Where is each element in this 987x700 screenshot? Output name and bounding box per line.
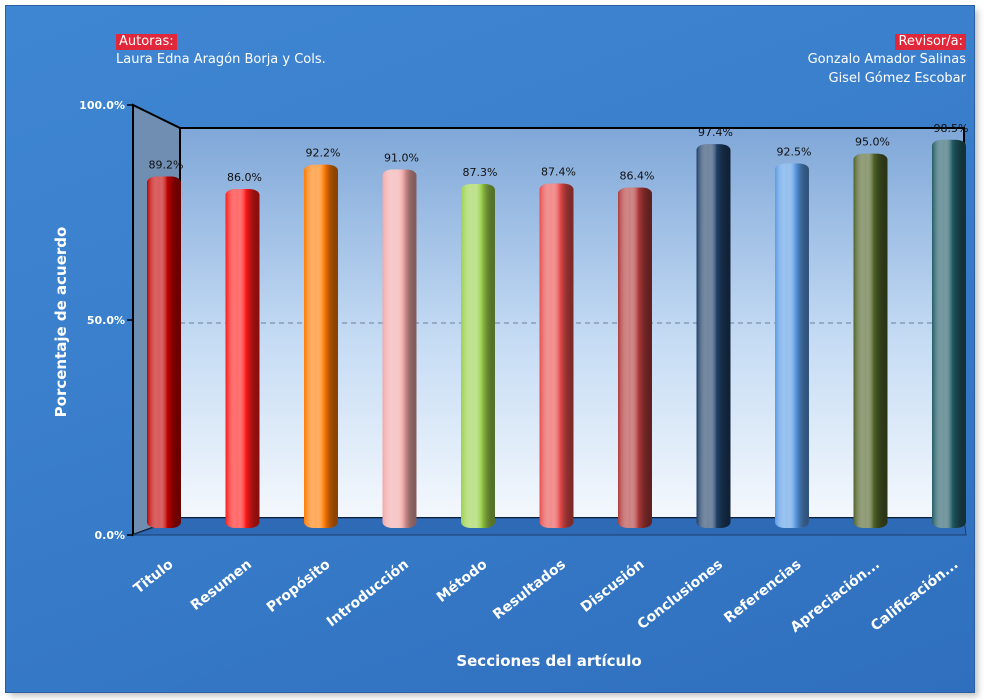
category-label: Propósito [264, 556, 334, 616]
y-tick-label: 100.0% [79, 99, 125, 112]
category-label: Titulo [131, 556, 177, 597]
bar-7 [696, 144, 731, 528]
bar-value-label: 98.5% [934, 122, 969, 135]
reviewer-tag: Revisor/a: [895, 34, 966, 50]
bar-value-label: 87.3% [463, 166, 498, 179]
bar-value-label: 87.4% [541, 166, 576, 179]
bar-shade [147, 176, 181, 528]
bar-5 [539, 183, 574, 529]
category-label: Resultados [490, 557, 569, 623]
bar-value-label: 91.0% [384, 151, 419, 164]
bar-10 [932, 139, 966, 528]
bar-value-label: 97.4% [698, 126, 733, 139]
bar-shade [304, 164, 338, 528]
bar-3 [382, 169, 417, 528]
bar-value-label: 86.0% [227, 171, 262, 184]
reviewer-name-1: Gonzalo Amador Salinas [807, 52, 966, 67]
bar-shade [382, 169, 417, 528]
bar-shade [775, 163, 809, 529]
bar-1 [225, 189, 260, 528]
bar-shade [853, 153, 888, 528]
category-label: Introducción [324, 557, 412, 631]
bar-chart: 0.0% 50.0% 100.0% 89.2% 86.0% 92.2% 91.0% 87.3… [52, 99, 969, 670]
bar-4 [461, 184, 495, 528]
bar-9 [853, 153, 888, 528]
y-tick-label: 50.0% [87, 314, 125, 327]
bar-shade [461, 184, 495, 528]
authors-text: Laura Edna Aragón Borja y Cols. [116, 52, 326, 67]
bar-value-label: 86.4% [620, 170, 655, 183]
category-label: Método [434, 556, 491, 605]
bar-shade [696, 144, 731, 528]
category-label: Discusión [578, 557, 648, 616]
bar-shade [539, 183, 574, 529]
y-tick-label: 0.0% [94, 529, 125, 542]
bar-6 [618, 187, 652, 529]
category-label: Resumen [188, 557, 255, 614]
chart-frame: Autoras: Laura Edna Aragón Borja y Cols.… [6, 6, 974, 692]
bar-shade [618, 187, 652, 529]
category-label: Referencias [721, 557, 804, 627]
y-axis-label: Porcentaje de acuerdo [52, 227, 70, 418]
bar-shade [932, 139, 966, 528]
bar-shade [225, 189, 260, 528]
x-axis-label: Secciones del artículo [456, 652, 641, 670]
category-label: Conclusiones [635, 557, 726, 633]
authors-tag: Autoras: [116, 34, 177, 50]
bar-value-label: 92.2% [306, 147, 341, 160]
bar-value-label: 95.0% [855, 136, 890, 149]
bar-value-label: 92.5% [777, 146, 812, 159]
bar-8 [775, 163, 809, 529]
reviewer-name-2: Gisel Gómez Escobar [828, 71, 967, 86]
bar-value-label: 89.2% [149, 159, 184, 172]
bar-0 [147, 176, 181, 528]
bar-2 [304, 164, 338, 528]
